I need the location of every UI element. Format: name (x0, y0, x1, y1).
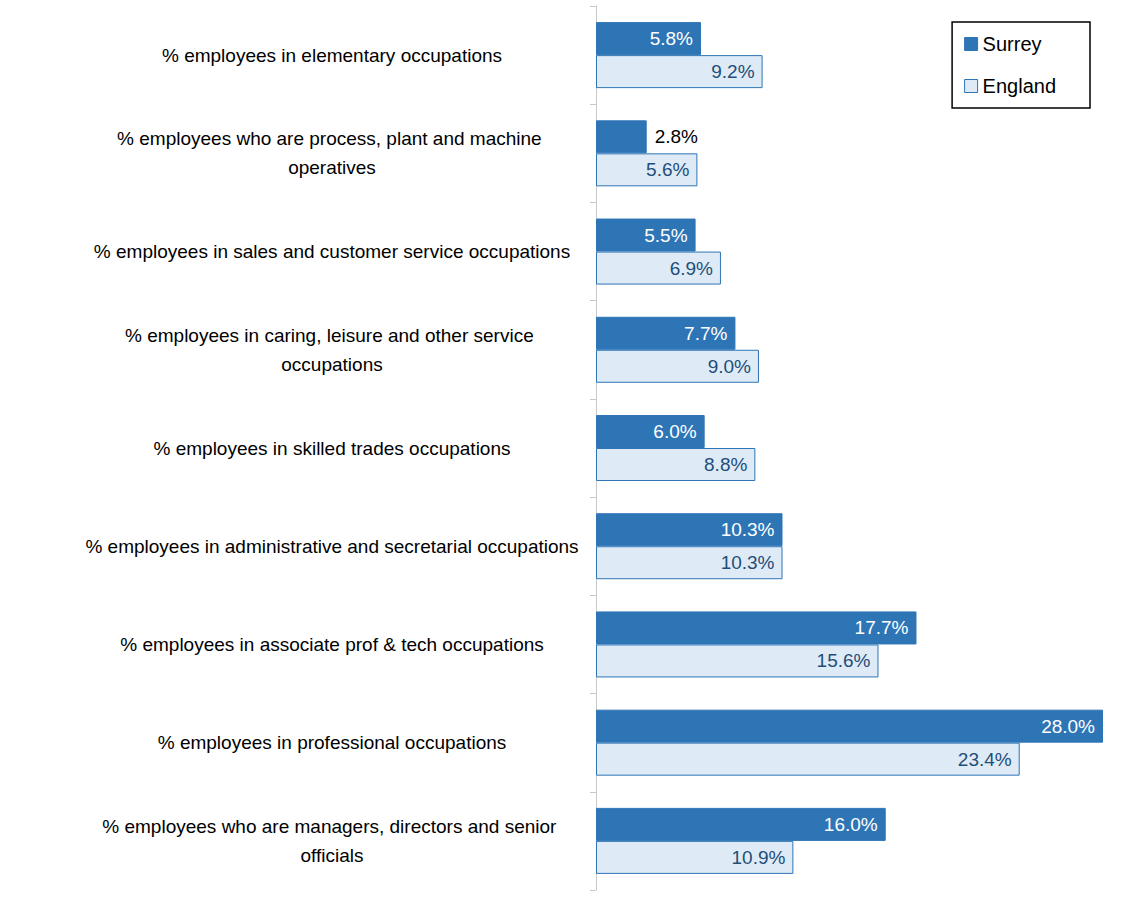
svg-text:5.5%: 5.5% (644, 225, 687, 246)
svg-text:10.3%: 10.3% (721, 552, 775, 573)
svg-text:% employees in caring, leisure: % employees in caring, leisure and other… (125, 325, 539, 346)
svg-text:5.8%: 5.8% (650, 28, 693, 49)
svg-text:16.0%: 16.0% (824, 814, 878, 835)
svg-text:15.6%: 15.6% (817, 650, 871, 671)
svg-text:% employees in sales and custo: % employees in sales and customer servic… (94, 241, 570, 262)
svg-text:2.8%: 2.8% (655, 126, 698, 147)
svg-text:7.7%: 7.7% (684, 323, 727, 344)
svg-text:% employees who are managers,: % employees who are managers, directors … (102, 816, 561, 837)
svg-text:17.7%: 17.7% (855, 617, 909, 638)
svg-text:officials: officials (300, 845, 363, 866)
svg-text:% employees in associate prof: % employees in associate prof & tech occ… (120, 634, 544, 655)
svg-text:England: England (983, 75, 1056, 97)
svg-text:6.0%: 6.0% (653, 421, 696, 442)
svg-text:28.0%: 28.0% (1041, 716, 1095, 737)
svg-text:8.8%: 8.8% (704, 454, 747, 475)
svg-text:% employees in professional oc: % employees in professional occupations (158, 732, 507, 753)
svg-text:10.3%: 10.3% (721, 519, 775, 540)
svg-text:occupations: occupations (281, 354, 382, 375)
svg-text:6.9%: 6.9% (670, 258, 713, 279)
svg-text:% employees in elementary occu: % employees in elementary occupations (162, 45, 502, 66)
svg-text:9.0%: 9.0% (708, 356, 751, 377)
svg-text:operatives: operatives (288, 157, 376, 178)
svg-text:% employees in skilled trades: % employees in skilled trades occupation… (154, 438, 511, 459)
svg-text:% employees who are process, p: % employees who are process, plant and m… (117, 128, 547, 149)
svg-text:% employees in administrative: % employees in administrative and secret… (85, 536, 578, 557)
svg-text:10.9%: 10.9% (731, 847, 785, 868)
svg-text:23.4%: 23.4% (958, 749, 1012, 770)
svg-text:5.6%: 5.6% (646, 159, 689, 180)
svg-text:9.2%: 9.2% (711, 61, 754, 82)
svg-text:Surrey: Surrey (983, 33, 1042, 55)
